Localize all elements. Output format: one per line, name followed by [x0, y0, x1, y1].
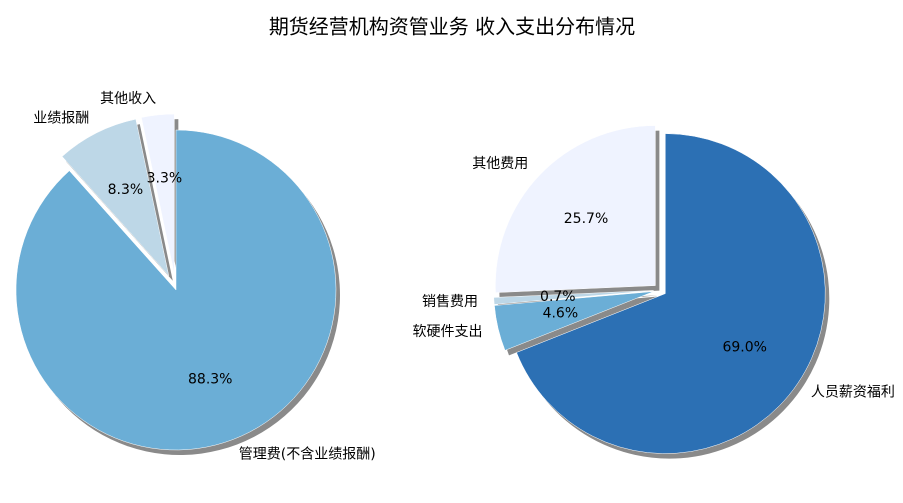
slice-label: 销售费用: [422, 294, 478, 310]
slice: [61, 118, 170, 277]
slice-label: 业绩报酬: [33, 111, 89, 127]
slice-label: 软硬件支出: [413, 324, 483, 340]
value-label: 25.7%: [564, 211, 608, 227]
slice-label: 其他收入: [100, 91, 156, 107]
slice: [516, 133, 826, 454]
value-label: 3.3%: [147, 171, 183, 187]
slice-label: 人员薪资福利: [811, 385, 895, 401]
value-label: 4.6%: [543, 306, 579, 322]
slice: [15, 129, 337, 451]
value-label: 8.3%: [108, 182, 144, 198]
chart-title: 期货经营机构资管业务 收入支出分布情况: [269, 15, 635, 39]
value-label: 0.7%: [540, 289, 576, 305]
value-label: 69.0%: [722, 340, 766, 356]
slice: [141, 113, 175, 275]
slice-label: 其他费用: [472, 156, 528, 172]
slice: [494, 291, 654, 351]
slice: [493, 290, 654, 305]
value-label: 88.3%: [188, 372, 232, 388]
slice: [495, 125, 656, 293]
slice-label: 管理费(不含业绩报酬): [239, 446, 376, 462]
